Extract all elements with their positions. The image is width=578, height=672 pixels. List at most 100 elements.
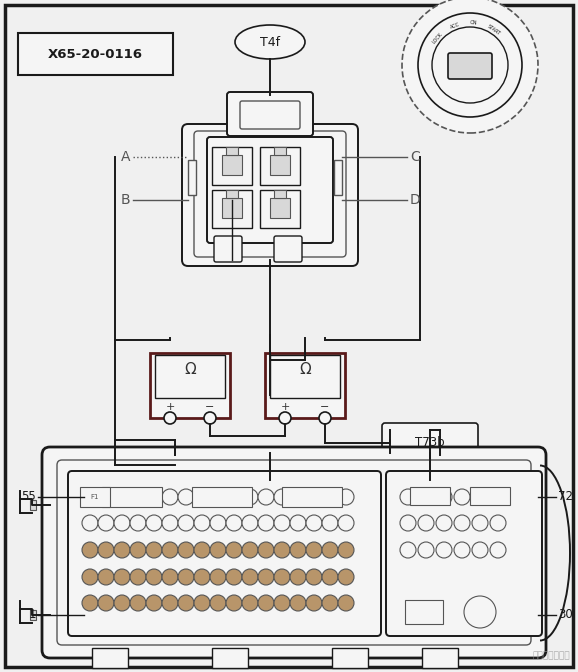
Circle shape — [306, 569, 322, 585]
Text: X65-20-0116: X65-20-0116 — [47, 48, 143, 60]
Circle shape — [306, 515, 322, 531]
Bar — [155, 355, 225, 398]
Ellipse shape — [235, 25, 305, 59]
Bar — [212, 648, 248, 668]
Circle shape — [98, 515, 114, 531]
Circle shape — [98, 569, 114, 585]
Circle shape — [242, 515, 258, 531]
Circle shape — [114, 489, 130, 505]
Circle shape — [274, 569, 290, 585]
Circle shape — [82, 569, 98, 585]
Text: START: START — [487, 24, 502, 37]
Circle shape — [82, 595, 98, 611]
FancyBboxPatch shape — [260, 190, 300, 228]
Circle shape — [338, 515, 354, 531]
Circle shape — [194, 542, 210, 558]
FancyBboxPatch shape — [240, 101, 300, 129]
Circle shape — [279, 412, 291, 424]
Bar — [282, 487, 342, 507]
Circle shape — [194, 595, 210, 611]
FancyBboxPatch shape — [194, 131, 346, 257]
Text: D: D — [410, 193, 421, 207]
FancyBboxPatch shape — [386, 471, 542, 636]
Circle shape — [290, 569, 306, 585]
Circle shape — [146, 515, 162, 531]
Circle shape — [454, 515, 470, 531]
Bar — [422, 648, 458, 668]
Bar — [334, 160, 342, 195]
Circle shape — [210, 542, 226, 558]
Circle shape — [306, 595, 322, 611]
Circle shape — [162, 542, 178, 558]
Circle shape — [490, 542, 506, 558]
Circle shape — [432, 27, 508, 103]
Circle shape — [258, 542, 274, 558]
FancyBboxPatch shape — [182, 124, 358, 266]
Circle shape — [162, 595, 178, 611]
FancyBboxPatch shape — [274, 236, 302, 262]
Circle shape — [322, 569, 338, 585]
Circle shape — [210, 569, 226, 585]
Circle shape — [242, 569, 258, 585]
Text: 30: 30 — [558, 609, 573, 622]
Circle shape — [258, 569, 274, 585]
FancyBboxPatch shape — [227, 92, 313, 136]
Circle shape — [130, 515, 146, 531]
Bar — [18, 33, 173, 75]
Circle shape — [306, 542, 322, 558]
Circle shape — [204, 412, 216, 424]
FancyBboxPatch shape — [212, 190, 252, 228]
Circle shape — [274, 489, 290, 505]
Bar — [80, 487, 110, 507]
Circle shape — [130, 542, 146, 558]
Circle shape — [82, 489, 98, 505]
Circle shape — [130, 595, 146, 611]
Circle shape — [146, 595, 162, 611]
Circle shape — [400, 515, 416, 531]
Circle shape — [146, 569, 162, 585]
Bar — [102, 487, 162, 507]
Circle shape — [164, 412, 176, 424]
Circle shape — [290, 595, 306, 611]
Text: T73b: T73b — [415, 435, 445, 448]
Circle shape — [114, 595, 130, 611]
Circle shape — [400, 542, 416, 558]
Circle shape — [114, 515, 130, 531]
Circle shape — [418, 489, 434, 505]
Circle shape — [178, 489, 194, 505]
Circle shape — [338, 489, 354, 505]
Text: ACC: ACC — [450, 22, 461, 30]
Circle shape — [418, 542, 434, 558]
Circle shape — [290, 489, 306, 505]
Text: A: A — [120, 150, 130, 164]
Text: ON: ON — [470, 20, 477, 26]
Circle shape — [472, 515, 488, 531]
Circle shape — [114, 569, 130, 585]
FancyBboxPatch shape — [207, 137, 333, 243]
Circle shape — [226, 569, 242, 585]
Circle shape — [82, 542, 98, 558]
Text: Ω: Ω — [184, 362, 196, 378]
Circle shape — [490, 489, 506, 505]
Bar — [30, 500, 36, 510]
FancyBboxPatch shape — [42, 447, 546, 658]
Text: B: B — [120, 193, 130, 207]
Circle shape — [436, 542, 452, 558]
Circle shape — [242, 542, 258, 558]
Circle shape — [338, 542, 354, 558]
Bar — [410, 487, 450, 505]
Circle shape — [242, 595, 258, 611]
Circle shape — [114, 542, 130, 558]
FancyBboxPatch shape — [274, 190, 286, 198]
FancyBboxPatch shape — [382, 423, 478, 461]
Circle shape — [98, 595, 114, 611]
Circle shape — [178, 542, 194, 558]
Circle shape — [178, 515, 194, 531]
Circle shape — [464, 596, 496, 628]
Bar — [92, 648, 128, 668]
Bar — [470, 487, 510, 505]
Circle shape — [178, 569, 194, 585]
Circle shape — [400, 489, 416, 505]
Circle shape — [98, 489, 114, 505]
FancyBboxPatch shape — [226, 190, 238, 198]
